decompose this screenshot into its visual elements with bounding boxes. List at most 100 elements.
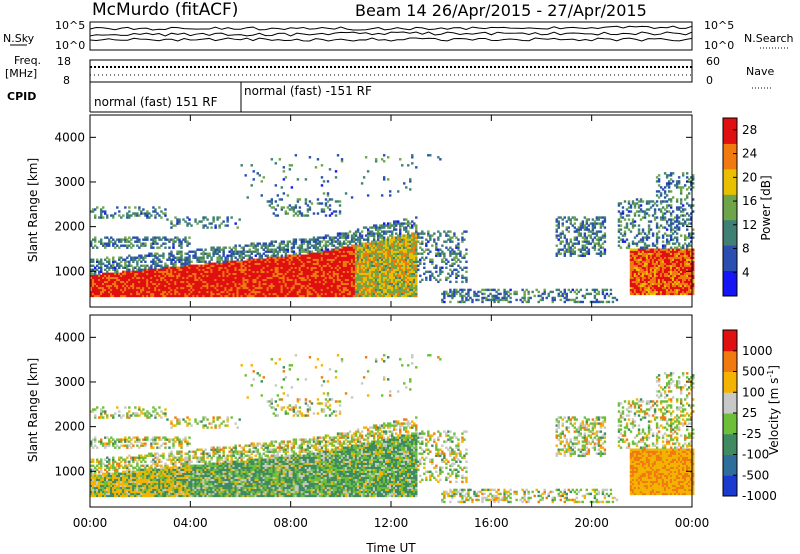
power-cell — [356, 238, 360, 241]
power-cell — [138, 214, 141, 217]
power-cell — [248, 266, 251, 269]
power-cell — [318, 292, 322, 296]
power-cell — [108, 278, 111, 282]
power-cell — [250, 256, 253, 259]
power-cell — [202, 224, 205, 227]
power-cell — [98, 282, 101, 286]
power-cell — [90, 210, 93, 213]
power-cell — [310, 256, 314, 259]
power-cell — [330, 280, 334, 284]
power-cell — [316, 268, 320, 272]
power-cell — [282, 294, 286, 298]
power-cell — [290, 208, 294, 211]
power-cell — [108, 272, 111, 276]
power-cell — [254, 248, 257, 251]
power-cell — [342, 254, 346, 257]
power-cell — [306, 256, 310, 259]
power-cell — [228, 280, 231, 284]
power-cell — [324, 278, 328, 282]
power-cell — [186, 282, 189, 286]
power-cell — [342, 266, 346, 269]
power-cell — [206, 276, 209, 280]
power-cell — [358, 254, 362, 257]
power-cell — [254, 290, 257, 294]
power-cell — [172, 272, 175, 276]
power-cell — [228, 290, 231, 294]
power-cell — [164, 264, 167, 267]
power-cell — [148, 294, 151, 298]
power-cell — [136, 290, 139, 294]
power-cell — [170, 294, 173, 298]
power-cell — [170, 278, 173, 282]
power-cell — [134, 258, 137, 261]
power-cell — [100, 262, 103, 265]
power-cell — [138, 294, 141, 298]
power-cell — [254, 292, 257, 296]
power-cell — [186, 224, 189, 227]
power-cell — [242, 262, 245, 265]
power-cell — [284, 262, 288, 265]
power-cell — [118, 256, 121, 259]
power-cell — [306, 240, 310, 243]
power-cell — [146, 210, 149, 213]
power-cell — [276, 258, 280, 261]
power-cell — [308, 284, 312, 288]
power-cell — [352, 266, 356, 269]
power-cell — [314, 240, 318, 243]
power-cell — [98, 292, 101, 296]
power-cell — [340, 250, 344, 253]
power-cell — [154, 210, 157, 213]
power-cell — [310, 276, 314, 280]
power-cell — [94, 216, 97, 219]
power-cell — [270, 278, 274, 282]
power-cell — [348, 280, 352, 284]
power-cell — [336, 258, 340, 261]
power-cell — [258, 278, 261, 282]
power-cell — [330, 270, 334, 274]
power-cell — [242, 286, 245, 290]
power-cell — [256, 252, 259, 255]
power-cell — [366, 170, 370, 173]
power-cell — [352, 294, 356, 298]
power-cell — [238, 292, 241, 296]
power-cell — [330, 292, 334, 296]
power-cell — [228, 294, 231, 298]
power-cell — [188, 290, 191, 294]
power-cell — [250, 280, 253, 284]
power-cell — [176, 238, 179, 241]
power-cell — [270, 264, 274, 267]
power-cell — [168, 238, 171, 241]
power-cell — [302, 280, 306, 284]
power-cell — [200, 286, 203, 290]
power-cell — [112, 282, 115, 286]
power-cell — [210, 278, 213, 282]
power-cell — [186, 264, 189, 267]
power-cell — [218, 258, 221, 261]
power-cell — [226, 266, 229, 269]
power-cell — [352, 284, 356, 288]
power-cell — [240, 284, 243, 288]
power-cell — [326, 244, 330, 247]
power-cell — [318, 202, 322, 205]
power-cell — [320, 254, 324, 257]
power-cell — [198, 220, 201, 223]
power-cell — [254, 254, 257, 257]
power-cell — [306, 246, 310, 249]
power-cell — [310, 280, 314, 284]
power-cell — [318, 260, 322, 263]
power-cell — [234, 248, 237, 251]
power-cell — [212, 276, 215, 280]
power-cell — [196, 292, 199, 296]
power-cell — [100, 288, 103, 292]
power-cell — [156, 262, 159, 265]
power-cell — [152, 290, 155, 294]
power-cell — [224, 288, 227, 292]
power-cell — [116, 264, 119, 267]
power-cell — [266, 284, 269, 288]
power-cell — [274, 280, 278, 284]
power-cell — [146, 236, 149, 239]
power-cell — [160, 216, 163, 219]
power-heatmap-cells — [90, 154, 695, 304]
power-cell — [332, 280, 336, 284]
